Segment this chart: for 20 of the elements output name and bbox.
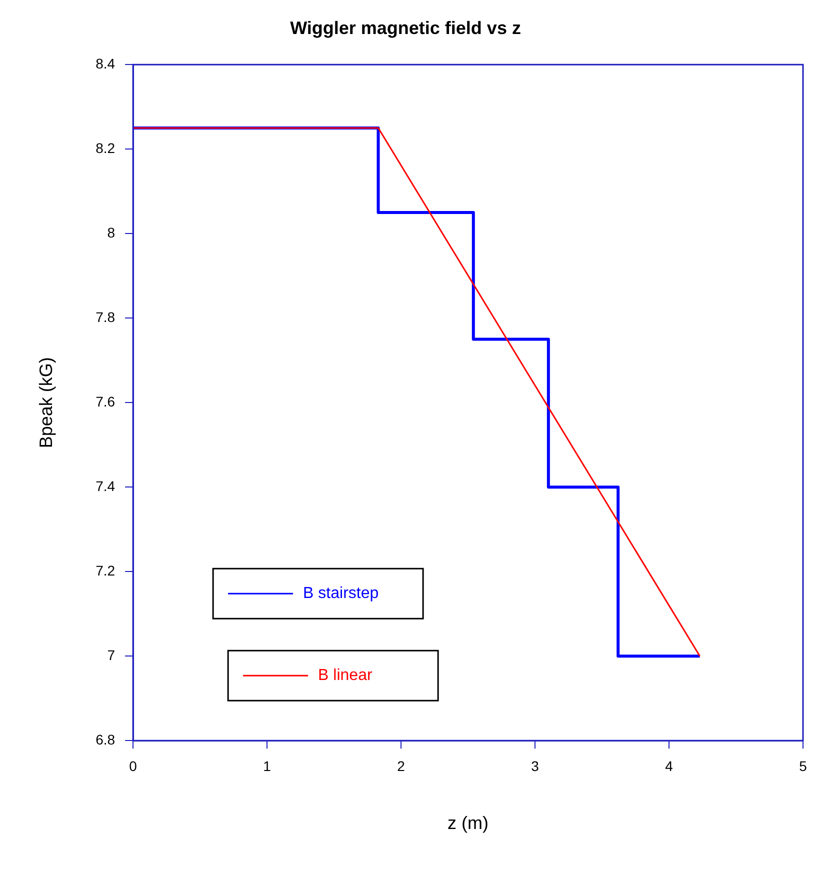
y-tick-label: 6.8 (96, 731, 116, 748)
x-tick-label: 2 (397, 758, 406, 774)
y-tick-label: 7.8 (96, 308, 116, 325)
y-tick-label: 8.2 (96, 140, 116, 156)
x-tick-label: 0 (129, 758, 138, 774)
y-axis-title: Bpeak (kG) (36, 357, 56, 448)
y-tick-label: 7.2 (96, 562, 116, 578)
x-tick-label: 5 (799, 758, 808, 774)
y-tick-label: 7.6 (96, 393, 116, 410)
y-tick-label: 8.4 (96, 55, 116, 72)
x-tick-label: 1 (263, 758, 272, 774)
x-tick-label: 3 (531, 758, 540, 774)
legend-label: B stairstep (303, 585, 379, 602)
x-axis-title: z (m) (448, 813, 489, 834)
y-tick-label: 8 (107, 224, 116, 240)
x-tick-label: 4 (665, 758, 674, 774)
chart-title: Wiggler magnetic field vs z (290, 18, 521, 38)
legend-label: B linear (318, 667, 373, 684)
y-tick-label: 7.4 (96, 478, 116, 494)
y-tick-label: 7 (107, 646, 116, 663)
